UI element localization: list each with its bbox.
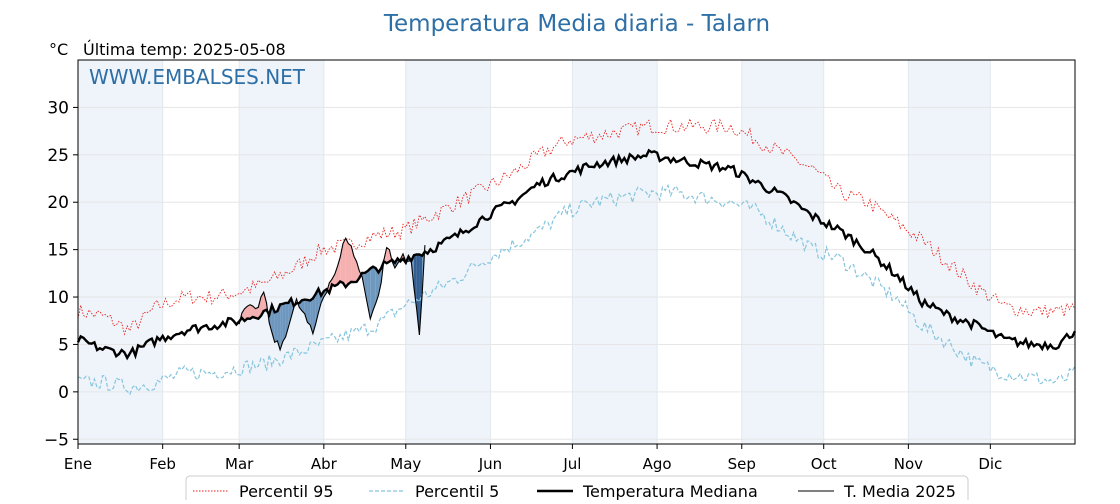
y-tick-label: −5 — [44, 430, 69, 450]
anomaly-below-fill — [373, 266, 376, 311]
y-tick-label: 10 — [47, 288, 69, 308]
anomaly-above-fill — [345, 238, 349, 288]
anomaly-below-fill — [280, 303, 283, 350]
watermark: WWW.EMBALSES.NET — [89, 65, 306, 89]
anomaly-below-fill — [288, 298, 292, 328]
anomaly-below-fill — [310, 298, 313, 334]
x-tick-label: Jul — [562, 455, 581, 473]
month-band — [405, 60, 491, 444]
anomaly-below-fill — [419, 254, 423, 335]
anomaly-below-fill — [375, 268, 379, 304]
x-tick-label: Oct — [811, 455, 837, 473]
anomaly-below-fill — [277, 304, 281, 350]
x-tick-label: May — [390, 455, 421, 473]
series-temperatura-mediana — [76, 148, 1077, 361]
x-tick-label: Sep — [728, 455, 756, 473]
x-tick-label: Jun — [478, 455, 502, 473]
plot-frame — [77, 59, 1076, 445]
anomaly-below-fill — [269, 305, 272, 333]
legend-label: Percentil 5 — [415, 482, 499, 500]
y-tick-label: 0 — [58, 383, 69, 403]
anomaly-below-fill — [413, 254, 417, 310]
anomaly-above-fill — [252, 306, 256, 318]
legend-label: Temperatura Mediana — [582, 482, 758, 500]
anomaly-below-fill — [307, 299, 311, 326]
anomaly-above-fill — [334, 266, 338, 286]
x-tick-label: Dic — [978, 455, 1002, 473]
series-percentil-95 — [77, 117, 1076, 336]
legend-t-media-2025: T. Media 2025 — [798, 482, 956, 501]
grid-lines — [77, 60, 1075, 444]
legend-temperatura-mediana: Temperatura Mediana — [537, 482, 758, 501]
anomaly-below-fill — [274, 311, 278, 343]
anomaly-below-fill — [364, 271, 368, 305]
month-band — [78, 60, 163, 444]
y-unit-label: °C — [49, 40, 68, 59]
y-tick-label: 20 — [47, 193, 69, 213]
anomaly-above-fill — [244, 306, 248, 321]
anomaly-above-fill — [261, 292, 264, 316]
last-temp-label: Última temp: 2025-05-08 — [83, 40, 286, 59]
y-tick-label: 30 — [47, 98, 69, 118]
month-band — [741, 60, 824, 444]
x-tick-label: Abr — [311, 455, 338, 473]
legend-box — [185, 475, 969, 504]
anomaly-below-fill — [378, 268, 382, 296]
series-lines — [76, 117, 1077, 396]
anomaly-below-fill — [312, 294, 316, 334]
x-tick-label: Ene — [64, 455, 92, 473]
y-tick-label: 15 — [47, 241, 69, 261]
anomaly-above-fill — [258, 296, 262, 319]
anomaly-above-fill — [348, 243, 352, 284]
month-band — [572, 60, 658, 444]
y-axis: −5 0 5 10 15 20 25 30 — [44, 98, 78, 450]
legend-percentil-5: Percentil 5 — [369, 482, 499, 501]
anomaly-above-fill — [250, 304, 253, 319]
month-band — [908, 60, 991, 444]
anomaly-above-fill — [386, 247, 390, 264]
x-tick-label: Ago — [643, 455, 672, 473]
anomaly-below-fill — [282, 302, 286, 342]
legend-label: Percentil 95 — [239, 482, 334, 500]
series-t-media-2025 — [238, 236, 426, 352]
month-band — [239, 60, 324, 444]
month-bands — [78, 60, 991, 444]
anomaly-above-fill — [255, 307, 259, 319]
y-tick-label: 25 — [47, 146, 69, 166]
x-tick-label: Mar — [225, 455, 254, 473]
legend-percentil-95: Percentil 95 — [193, 482, 334, 501]
x-tick-label: Nov — [894, 455, 923, 473]
anomaly-below-fill — [370, 266, 374, 319]
anomaly-above-fill — [353, 256, 357, 283]
y-tick-label: 5 — [58, 335, 69, 355]
series-percentil-5 — [77, 183, 1076, 396]
chart-title: Temperatura Media diaria - Talarn — [383, 11, 770, 37]
anomaly-above-fill — [247, 304, 251, 319]
anomaly-above-fill — [342, 238, 346, 288]
anomaly-above-fill — [340, 243, 343, 283]
x-axis: Ene Feb Mar Abr May Jun Jul Ago Sep Oct Nov Dic — [64, 444, 1002, 473]
anomaly-above-fill — [332, 274, 335, 286]
legend: Percentil 95 Percentil 5 Temperatura Media… — [185, 475, 969, 504]
legend-label: T. Media 2025 — [843, 482, 956, 500]
anomaly-below-fill — [304, 299, 308, 323]
anomaly-below-fill — [301, 299, 305, 314]
x-tick-label: Feb — [149, 455, 176, 473]
